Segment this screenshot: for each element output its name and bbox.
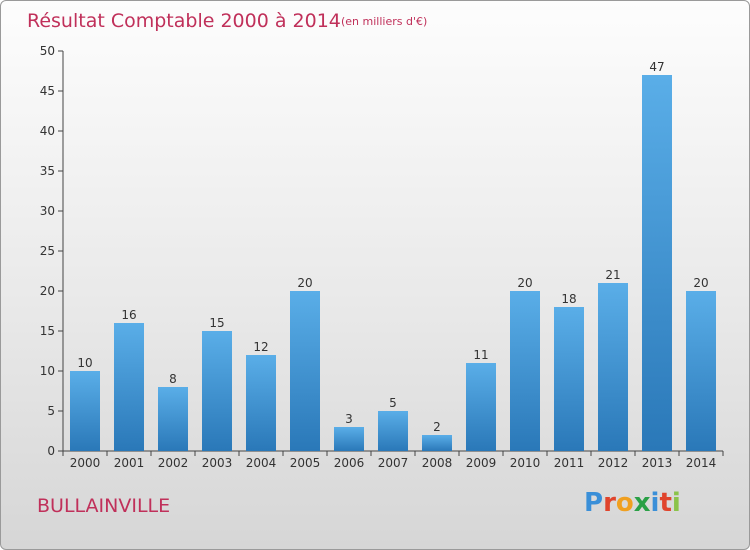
y-tick-label: 45 [40,84,55,98]
logo-letter: i [671,488,681,518]
y-tick-label: 30 [40,204,55,218]
bar [642,75,672,451]
bar-value-label: 5 [389,396,397,410]
x-tick-label: 2005 [290,456,321,470]
proxiti-logo: Proxiti [584,488,681,518]
y-tick-label: 10 [40,364,55,378]
bar [378,411,408,451]
bar [686,291,716,451]
x-tick-label: 2010 [510,456,541,470]
y-tick-label: 0 [47,444,55,458]
chart-subtitle: (en milliers d'€) [341,15,427,28]
bar [334,427,364,451]
data-labels: 10 16 8 15 12 20 3 5 2 11 20 18 21 47 20 [77,60,708,434]
x-tick-label: 2000 [70,456,101,470]
bar-value-label: 21 [605,268,620,282]
x-tick-label: 2003 [202,456,233,470]
bar-value-label: 8 [169,372,177,386]
bar-value-label: 16 [121,308,136,322]
logo-letter: t [659,488,672,518]
x-tick-label: 2006 [334,456,365,470]
bar-value-label: 2 [433,420,441,434]
x-tick-label: 2011 [554,456,585,470]
bar-value-label: 15 [209,316,224,330]
bar-value-label: 20 [517,276,532,290]
y-tick-label: 35 [40,164,55,178]
bar-value-label: 10 [77,356,92,370]
bar [554,307,584,451]
bar [202,331,232,451]
logo-letter: P [584,488,604,518]
bar-value-label: 11 [473,348,488,362]
bar [158,387,188,451]
y-tick-label: 15 [40,324,55,338]
bar [290,291,320,451]
y-tick-label: 20 [40,284,55,298]
x-tick-label: 2001 [114,456,145,470]
bar [70,371,100,451]
logo-letter: x [633,488,651,518]
x-tick-label: 2007 [378,456,409,470]
bar-value-label: 18 [561,292,576,306]
bar [114,323,144,451]
bar-value-label: 12 [253,340,268,354]
y-tick-label: 40 [40,124,55,138]
chart-title: Résultat Comptable 2000 à 2014 [27,10,341,32]
logo-letter: i [650,488,660,518]
y-tick-label: 5 [47,404,55,418]
bar-value-label: 20 [693,276,708,290]
bar-value-label: 47 [649,60,664,74]
x-tick-label: 2014 [686,456,717,470]
bar-value-label: 20 [297,276,312,290]
logo-letter: o [615,488,634,518]
bars [70,75,716,451]
bar [422,435,452,451]
x-tick-label: 2013 [642,456,673,470]
bar [510,291,540,451]
x-tick-label: 2004 [246,456,277,470]
x-tick-label: 2012 [598,456,629,470]
bar [246,355,276,451]
bar [598,283,628,451]
x-tick-label: 2009 [466,456,497,470]
y-tick-label: 25 [40,244,55,258]
bar [466,363,496,451]
bar-value-label: 3 [345,412,353,426]
x-tick-label: 2002 [158,456,189,470]
city-name: BULLAINVILLE [37,495,171,517]
x-tick-label: 2008 [422,456,453,470]
y-tick-label: 50 [40,44,55,58]
logo-letter: r [603,488,616,518]
